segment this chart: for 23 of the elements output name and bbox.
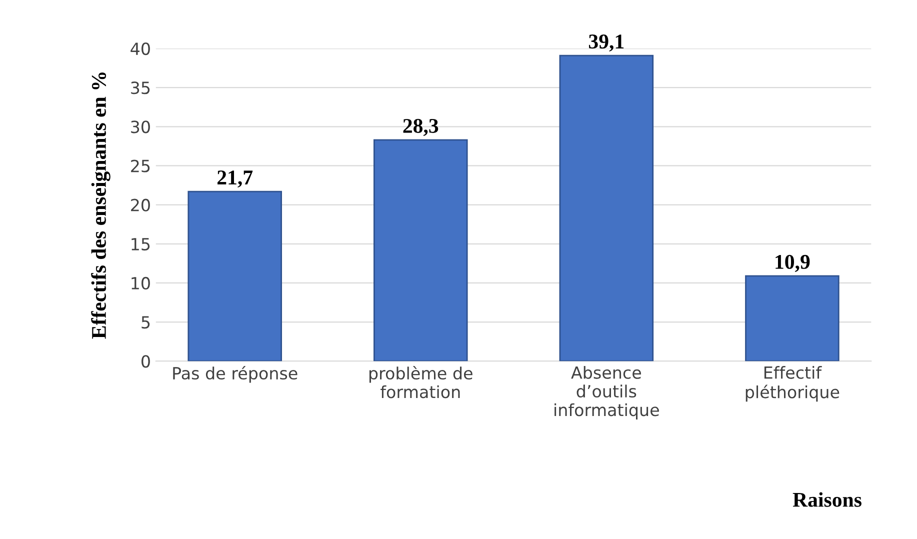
y-tick-label: 15 [132, 238, 150, 250]
x-tick-label: Effectif pléthorique [746, 366, 840, 402]
bar [373, 139, 468, 362]
x-tick-label: Absence d’outils informatique [554, 366, 659, 420]
y-tick-label: 20 [131, 198, 150, 212]
y-tick-label: 35 [131, 82, 150, 94]
x-tick-label: Pas de réponse [173, 366, 298, 383]
x-axis-title: Raisons [792, 492, 862, 507]
y-tick-label: 0 [142, 355, 150, 368]
y-tick-label: 30 [131, 120, 150, 134]
bar [559, 54, 654, 362]
y-tick-label: 40 [130, 42, 150, 56]
bar [745, 275, 840, 362]
y-tick-label: 25 [131, 160, 150, 172]
y-axis-title: Effectifs des enseignants en % [91, 72, 110, 339]
data-label: 39,1 [588, 34, 624, 52]
y-tick-label: 5 [142, 316, 150, 329]
data-label: 28,3 [403, 118, 438, 136]
data-label: 10,9 [776, 254, 810, 272]
x-tick-label: problème de formation [369, 366, 472, 398]
data-label: 21,7 [217, 170, 253, 188]
bar [188, 190, 282, 362]
y-tick-label: 10 [132, 276, 150, 290]
